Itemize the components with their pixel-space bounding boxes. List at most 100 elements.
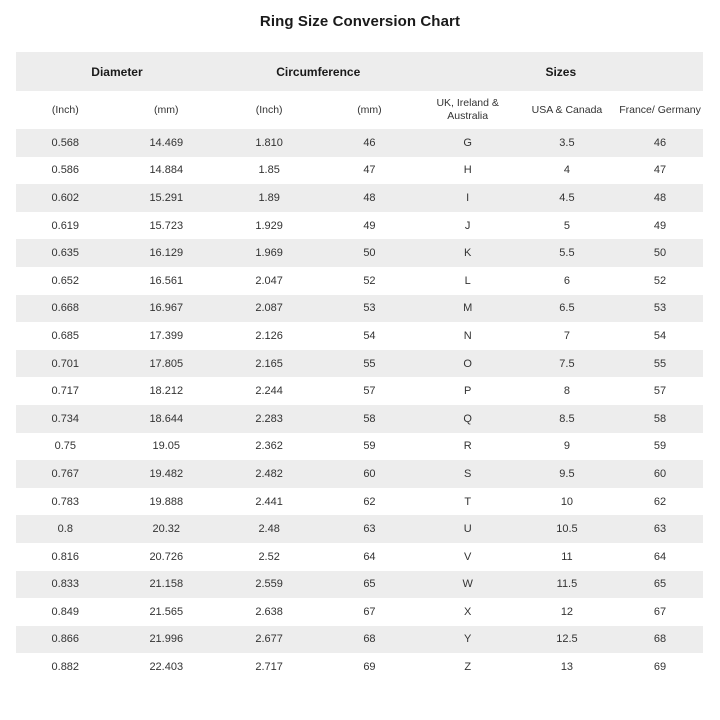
table-cell: Q [463, 412, 472, 425]
table-cell: 17.399 [149, 329, 184, 342]
table-cell: 0.767 [51, 467, 80, 480]
table-head: Diameter Circumference Sizes (Inch) (mm) (In… [16, 52, 703, 129]
table-cell: 59 [363, 440, 376, 453]
table-cell: 17.805 [149, 357, 184, 370]
table-cell: 63 [363, 523, 376, 536]
column-header-usa-canada: USA & Canada [531, 103, 603, 116]
table-cell: 0.602 [51, 191, 80, 204]
table-row: 0.635 16.129 1.969 50 K 5.5 50 [16, 239, 703, 267]
table-cell: 65 [363, 578, 376, 591]
table-cell: 1.89 [258, 191, 280, 204]
table-row: 0.668 16.967 2.087 53 M 6.5 53 [16, 294, 703, 323]
table-cell: 19.888 [149, 495, 184, 508]
table-cell: 2.52 [258, 550, 280, 563]
table-cell: 47 [363, 164, 376, 177]
table-cell: S [464, 467, 472, 480]
table-cell: 0.668 [51, 302, 80, 315]
table-row: 0.849 21.565 2.638 67 X 12 67 [16, 598, 703, 626]
table-cell: 0.652 [51, 274, 80, 287]
table-row: 0.8 20.32 2.48 63 U 10.5 63 [16, 515, 703, 543]
table-row: 0.882 22.403 2.717 69 Z 13 69 [16, 653, 703, 681]
table-cell: 69 [653, 661, 667, 674]
table-cell: R [463, 440, 472, 453]
table-cell: G [463, 136, 472, 149]
table-row: 0.652 16.561 2.047 52 L 6 52 [16, 266, 703, 295]
table-cell: 21.996 [149, 633, 184, 646]
table-cell: 2.482 [255, 467, 283, 480]
table-cell: 2.087 [255, 302, 283, 315]
table-cell: 47 [653, 164, 667, 177]
group-header-circumference: Circumference [276, 64, 361, 79]
table-cell: 2.283 [255, 412, 283, 425]
table-cell: 18.212 [149, 385, 184, 398]
table-cell: 67 [653, 605, 667, 618]
table-cell: K [464, 247, 472, 260]
table-cell: 49 [363, 219, 376, 232]
table-cell: 0.734 [51, 412, 80, 425]
table-cell: 9.5 [559, 467, 575, 480]
table-cell: 55 [363, 357, 376, 370]
table-row: 0.619 15.723 1.929 49 J 5 49 [16, 211, 703, 240]
table-cell: 53 [363, 302, 376, 315]
table-cell: H [463, 164, 472, 177]
table-cell: 7 [563, 329, 570, 342]
table-cell: 64 [363, 550, 376, 563]
table-cell: 12 [560, 605, 574, 618]
table-cell: 55 [653, 357, 667, 370]
table-cell: 62 [653, 495, 667, 508]
table-cell: 2.717 [255, 661, 283, 674]
table-row: 0.866 21.996 2.677 68 Y 12.5 68 [16, 625, 703, 654]
table-cell: 57 [653, 385, 667, 398]
table-cell: 5 [563, 219, 570, 232]
table-cell: 2.047 [255, 274, 283, 287]
table-cell: 2.126 [255, 329, 283, 342]
table-cell: 54 [653, 329, 667, 342]
column-header-row: (Inch) (mm) (Inch) (mm) UK, Ireland & Austra… [16, 91, 703, 129]
table-cell: U [463, 523, 472, 536]
table-cell: 2.362 [255, 440, 283, 453]
table-row: 0.602 15.291 1.89 48 I 4.5 48 [16, 184, 703, 212]
table-cell: J [464, 219, 471, 232]
table-cell: 16.561 [149, 274, 184, 287]
table-cell: 11 [561, 550, 573, 563]
table-cell: 21.565 [149, 605, 184, 618]
column-header-mm: (mm) [357, 103, 382, 116]
table-cell: Y [464, 633, 472, 646]
table-cell: 52 [653, 274, 667, 287]
table-cell: 52 [363, 274, 376, 287]
table-cell: 2.638 [255, 605, 283, 618]
table-row: 0.568 14.469 1.810 46 G 3.5 46 [16, 129, 703, 157]
table-cell: 10 [560, 495, 574, 508]
group-header-diameter: Diameter [91, 64, 143, 79]
table-cell: 0.833 [51, 578, 80, 591]
table-cell: 16.129 [149, 247, 184, 260]
table-cell: 6.5 [559, 302, 575, 315]
table-row: 0.717 18.212 2.244 57 P 8 57 [16, 377, 703, 405]
column-header-mm: (mm) [154, 103, 179, 116]
table-row: 0.767 19.482 2.482 60 S 9.5 60 [16, 460, 703, 488]
table-row: 0.75 19.05 2.362 59 R 9 59 [16, 432, 703, 461]
column-header-france-germany: France/ Germany [619, 103, 701, 116]
table-cell: 1.969 [255, 247, 283, 260]
table-cell: 1.929 [255, 219, 283, 232]
table-cell: 2.441 [255, 495, 283, 508]
table-row: 0.734 18.644 2.283 58 Q 8.5 58 [16, 404, 703, 433]
table-cell: L [464, 274, 471, 287]
table-cell: 0.75 [54, 440, 76, 453]
table-row: 0.783 19.888 2.441 62 T 10 62 [16, 487, 703, 516]
table-cell: 14.469 [149, 136, 184, 149]
table-cell: N [463, 329, 472, 342]
table-cell: Z [464, 661, 472, 674]
table-cell: 0.586 [51, 164, 80, 177]
table-cell: 60 [653, 467, 667, 480]
table-cell: 9 [563, 440, 570, 453]
table-cell: 1.85 [258, 164, 280, 177]
group-header-sizes: Sizes [545, 64, 577, 79]
table-cell: P [464, 385, 472, 398]
table-cell: 0.849 [51, 605, 80, 618]
table-cell: 0.619 [51, 219, 80, 232]
table-cell: 10.5 [556, 523, 578, 536]
table-cell: 59 [653, 440, 667, 453]
table-cell: 20.32 [152, 523, 181, 536]
